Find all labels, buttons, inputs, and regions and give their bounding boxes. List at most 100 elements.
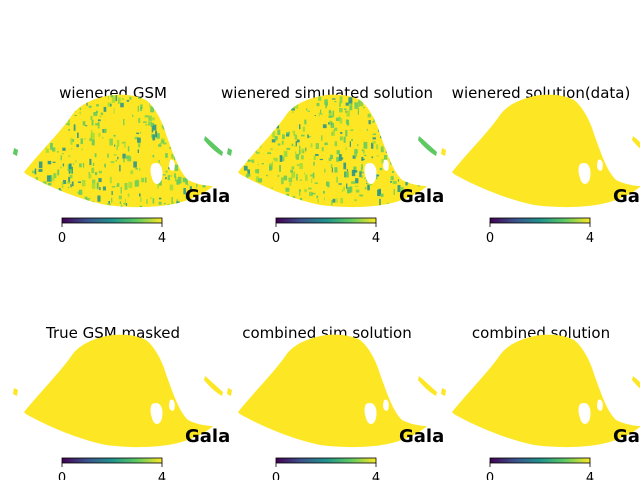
texture-pixel — [410, 136, 415, 142]
texture-pixel — [45, 148, 49, 153]
texture-pixel — [302, 126, 306, 132]
texture-pixel — [99, 187, 101, 191]
texture-pixel — [93, 112, 98, 116]
texture-pixel — [191, 170, 196, 177]
texture-pixel — [171, 110, 173, 117]
texture-pixel — [81, 180, 86, 187]
texture-pixel — [321, 135, 323, 141]
texture-pixel — [288, 177, 293, 183]
texture-pixel — [371, 103, 375, 107]
texture-pixel — [345, 147, 347, 150]
texture-pixel — [111, 186, 116, 188]
texture-pixel — [274, 122, 278, 124]
panel-annotation: Gala — [185, 426, 230, 447]
texture-pixel — [121, 142, 125, 144]
colorbar-tick-label: 4 — [372, 471, 380, 480]
texture-pixel — [86, 196, 88, 201]
colorbar-tick-label: 4 — [158, 471, 166, 480]
texture-pixel — [170, 130, 174, 136]
texture-pixel — [417, 119, 421, 126]
texture-pixel — [307, 134, 309, 139]
texture-pixel — [325, 104, 327, 109]
texture-pixel — [413, 156, 415, 158]
texture-pixel — [24, 147, 27, 153]
texture-pixel — [30, 154, 34, 156]
texture-pixel — [324, 168, 326, 173]
texture-pixel — [301, 155, 304, 160]
sky-map-pixels — [24, 334, 213, 448]
texture-pixel — [128, 181, 133, 189]
texture-pixel — [296, 139, 300, 143]
texture-pixel — [296, 164, 300, 166]
texture-pixel — [133, 161, 137, 168]
sky-map — [441, 334, 640, 448]
texture-pixel — [276, 125, 280, 129]
texture-pixel — [72, 163, 75, 165]
texture-pixel — [267, 192, 272, 198]
texture-pixel — [256, 138, 258, 140]
texture-pixel — [255, 115, 260, 122]
texture-pixel — [273, 192, 277, 195]
texture-pixel — [149, 102, 151, 107]
texture-pixel — [191, 174, 193, 178]
texture-pixel — [70, 184, 72, 188]
texture-pixel — [299, 197, 303, 204]
texture-pixel — [113, 108, 115, 114]
texture-pixel — [255, 169, 259, 174]
texture-pixel — [162, 106, 167, 112]
texture-pixel — [169, 184, 174, 191]
texture-pixel — [243, 188, 246, 194]
texture-pixel — [283, 150, 288, 157]
texture-pixel — [185, 178, 188, 185]
texture-pixel — [282, 134, 285, 140]
texture-pixel — [257, 163, 259, 166]
texture-pixel — [351, 181, 356, 184]
texture-pixel — [309, 191, 313, 197]
texture-pixel — [310, 174, 314, 177]
texture-pixel — [134, 136, 139, 140]
texture-pixel — [272, 131, 276, 138]
texture-pixel — [378, 116, 382, 120]
texture-pixel — [214, 119, 216, 123]
texture-pixel — [375, 113, 379, 121]
texture-pixel — [291, 166, 295, 170]
texture-pixel — [29, 124, 32, 130]
texture-pixel — [75, 160, 77, 163]
texture-pixel — [273, 157, 277, 161]
texture-pixel — [89, 138, 92, 142]
texture-pixel — [35, 177, 38, 182]
texture-pixel — [182, 114, 184, 120]
texture-pixel — [270, 110, 275, 113]
texture-pixel — [88, 174, 92, 179]
panel-annotation: Gala — [399, 426, 444, 447]
texture-pixel — [345, 102, 349, 106]
texture-pixel — [155, 107, 159, 111]
texture-pixel — [380, 135, 384, 139]
texture-pixel — [367, 113, 371, 118]
texture-pixel — [255, 137, 257, 144]
texture-pixel — [173, 205, 175, 208]
texture-pixel — [295, 103, 299, 109]
texture-pixel — [243, 165, 248, 171]
texture-pixel — [68, 129, 70, 131]
texture-pixel — [380, 193, 384, 197]
texture-pixel — [165, 153, 168, 158]
texture-pixel — [295, 203, 298, 206]
texture-pixel — [346, 183, 348, 189]
texture-pixel — [390, 157, 394, 165]
texture-pixel — [52, 161, 56, 163]
texture-pixel — [261, 114, 266, 121]
texture-pixel — [239, 102, 244, 107]
texture-pixel — [111, 197, 113, 203]
texture-pixel — [353, 166, 357, 173]
texture-pixel — [260, 125, 262, 128]
texture-pixel — [397, 122, 400, 125]
texture-pixel — [379, 198, 381, 206]
texture-pixel — [331, 200, 333, 206]
texture-pixel — [84, 138, 86, 140]
texture-pixel — [68, 169, 71, 174]
texture-pixel — [354, 149, 358, 154]
